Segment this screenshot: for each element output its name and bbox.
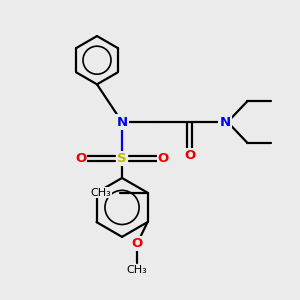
Text: N: N (116, 116, 128, 128)
Text: CH₃: CH₃ (127, 266, 148, 275)
Text: S: S (117, 152, 127, 165)
Text: O: O (158, 152, 169, 165)
Text: O: O (132, 237, 143, 250)
Text: CH₃: CH₃ (91, 188, 111, 198)
Text: O: O (184, 149, 195, 162)
Text: O: O (75, 152, 86, 165)
Text: N: N (220, 116, 231, 128)
